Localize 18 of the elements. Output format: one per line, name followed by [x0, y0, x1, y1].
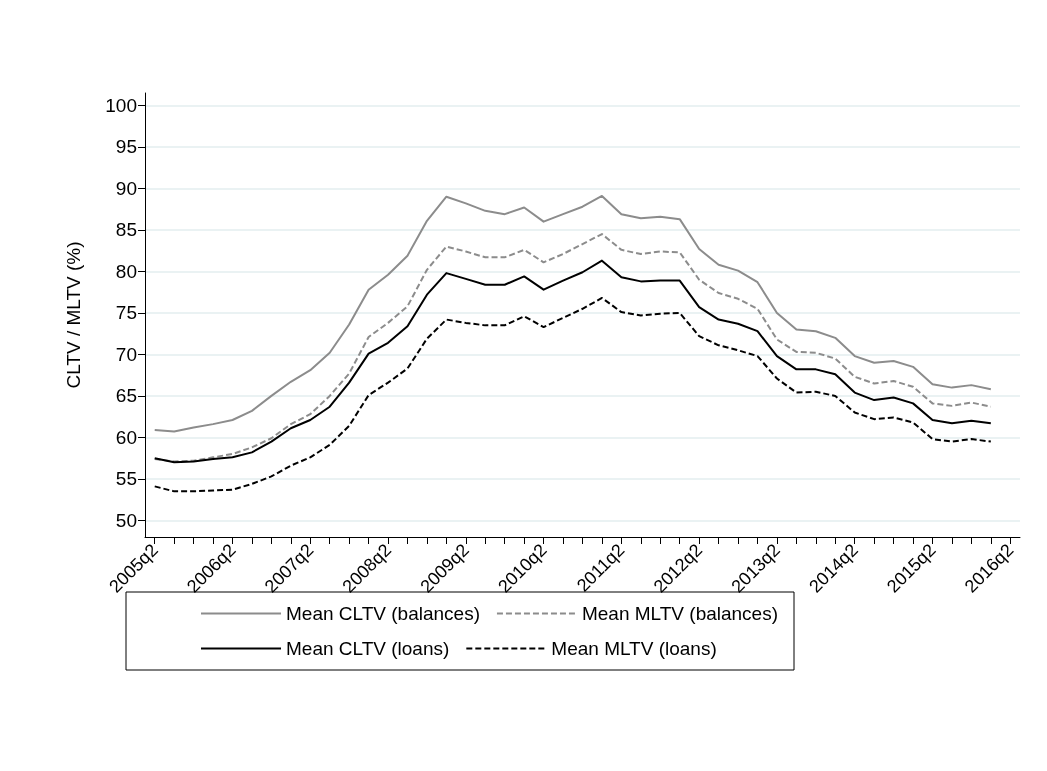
legend-label: Mean MLTV (loans) — [551, 638, 717, 659]
y-tick-label: 95 — [115, 136, 137, 158]
y-tick-label: 60 — [115, 426, 137, 448]
y-tick-label: 90 — [115, 177, 137, 199]
y-axis-title: CLTV / MLTV (%) — [63, 241, 84, 389]
y-tick-label: 55 — [115, 468, 137, 490]
legend-label: Mean CLTV (balances) — [286, 603, 480, 624]
y-tick-label: 80 — [115, 260, 137, 282]
legend-label: Mean MLTV (balances) — [581, 603, 779, 624]
y-tick-label: 70 — [115, 343, 137, 365]
legend-label: Mean CLTV (loans) — [286, 638, 450, 659]
y-tick-label: 65 — [115, 385, 137, 407]
y-tick-label: 75 — [115, 302, 137, 324]
y-tick-label: 50 — [115, 509, 137, 531]
y-tick-label: 85 — [115, 219, 137, 241]
line-series — [153, 194, 992, 433]
y-tick-label: 100 — [105, 94, 137, 116]
line-series — [153, 296, 992, 493]
